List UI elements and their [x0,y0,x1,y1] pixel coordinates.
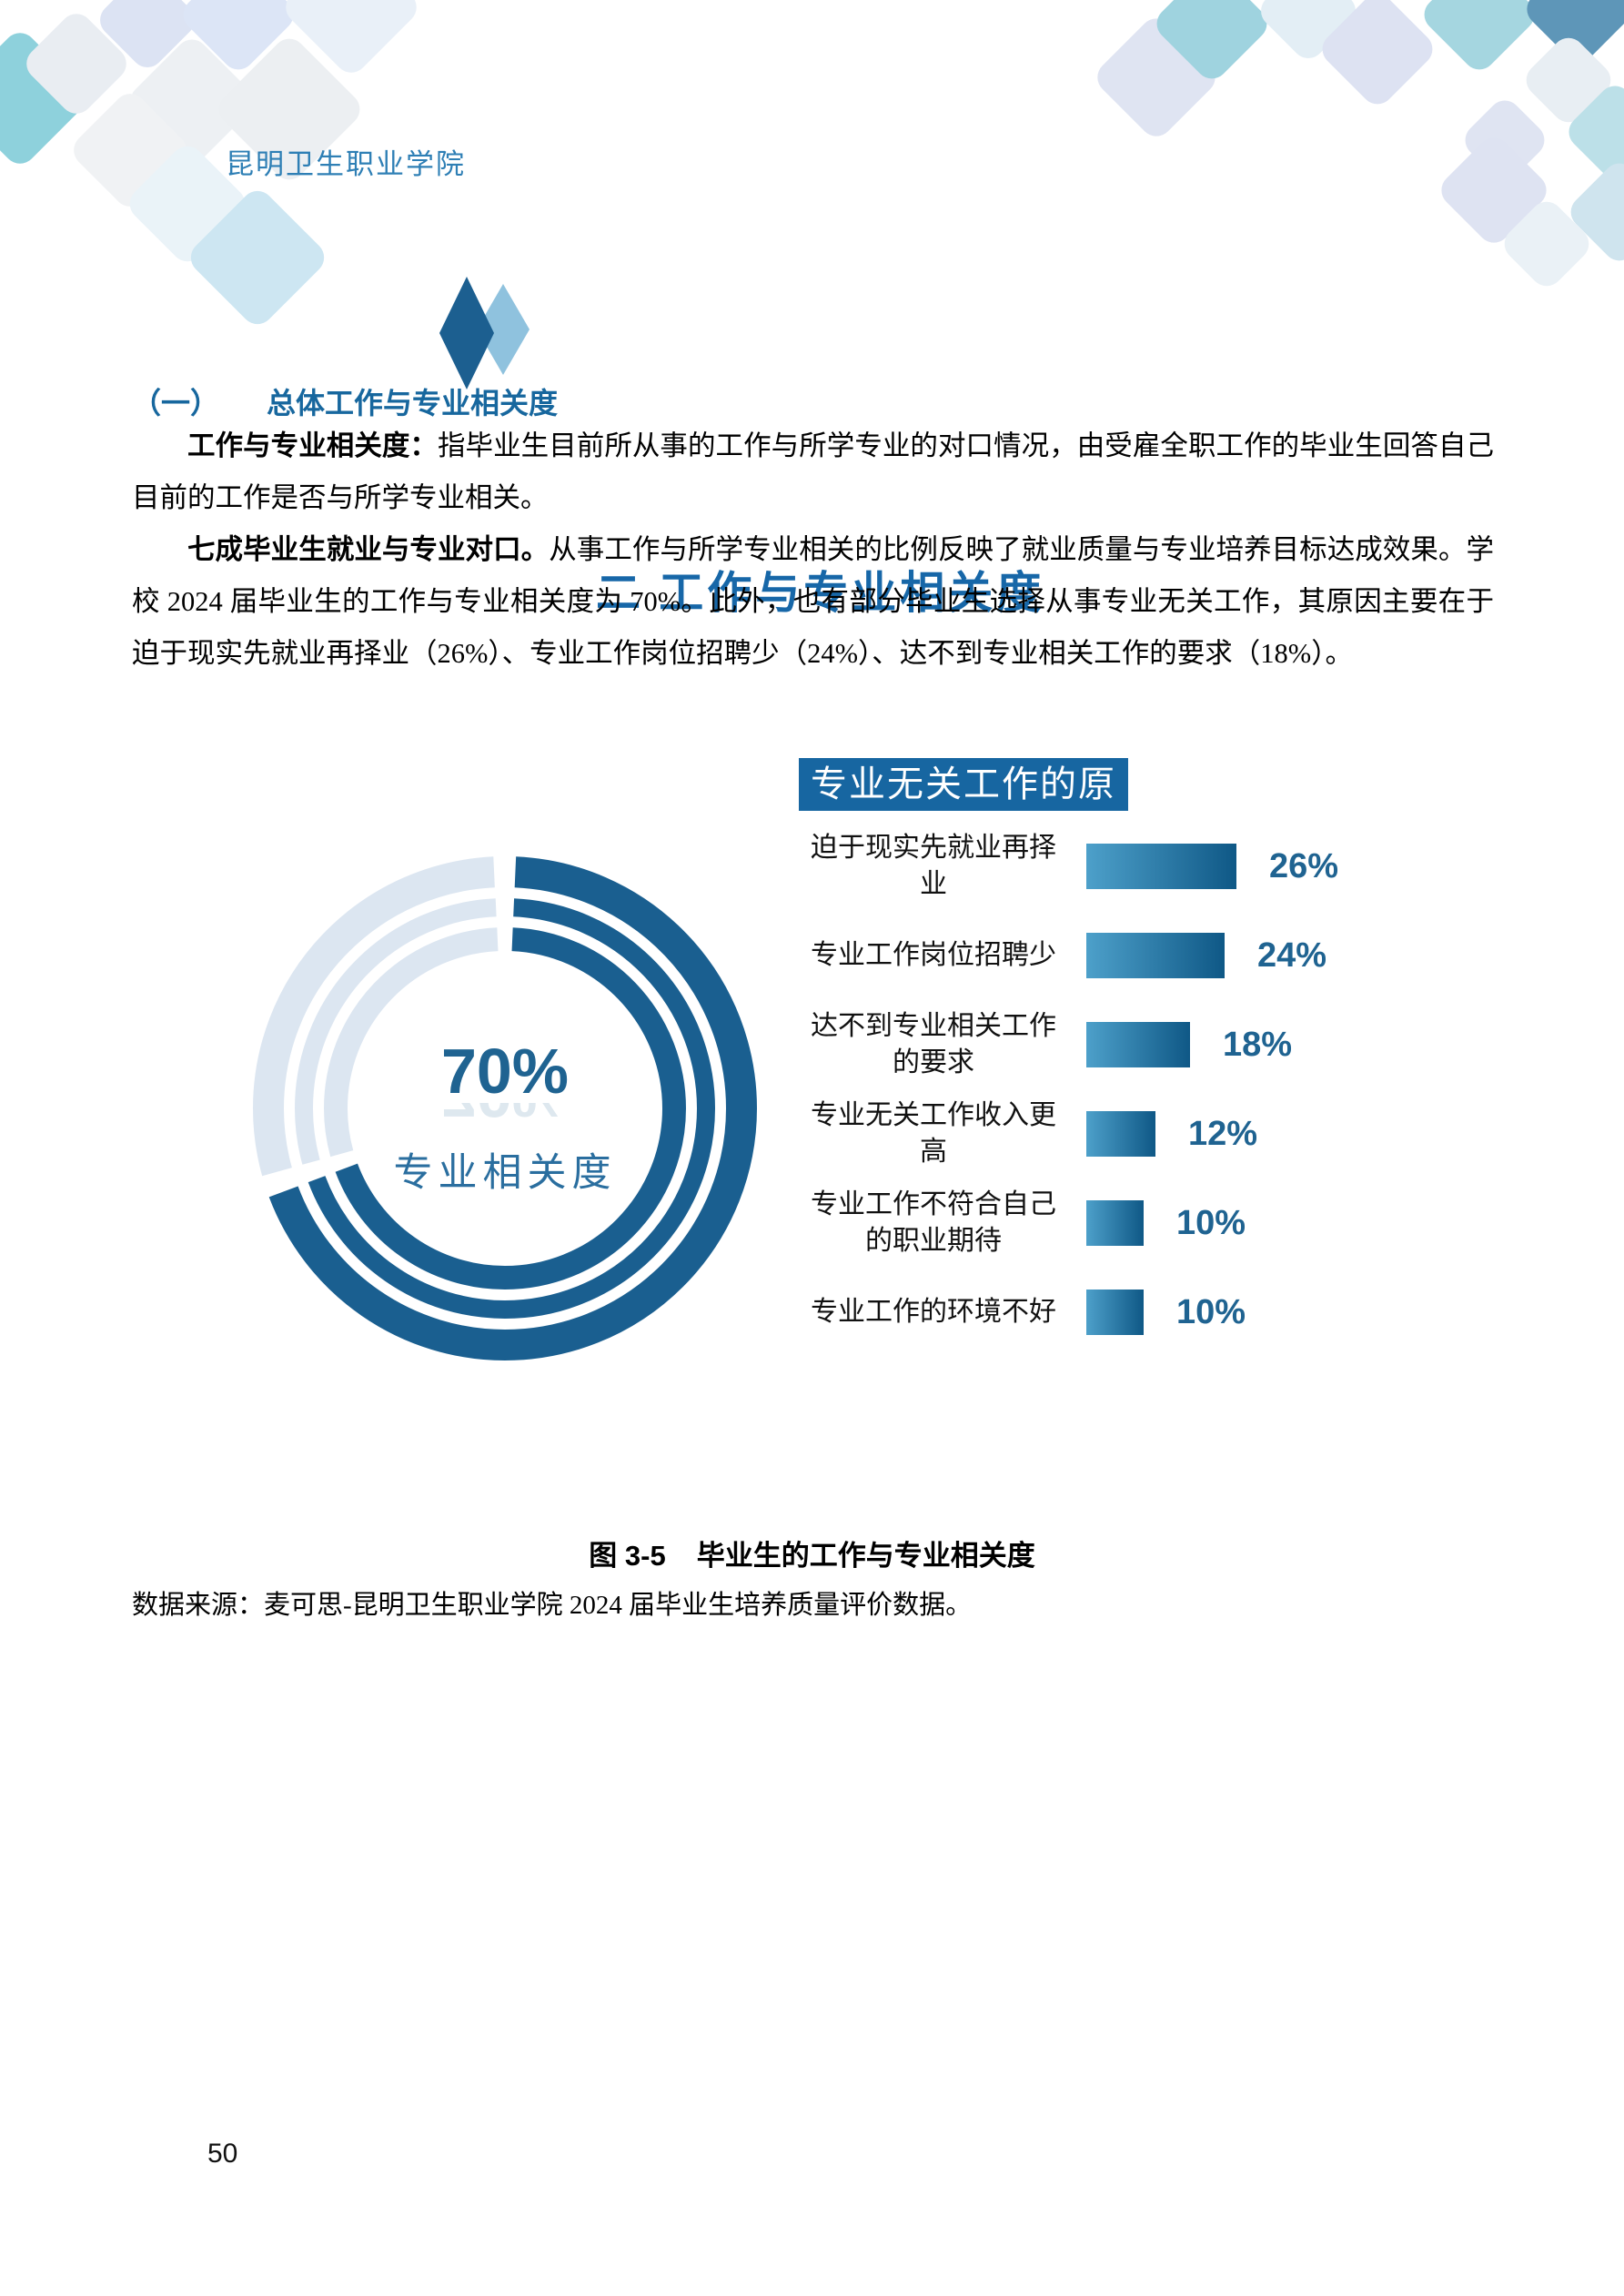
page-header-school-name: 昆明卫生职业学院 [226,148,466,180]
bar-track [1086,1290,1144,1335]
bar-category-label: 专业工作的环境不好 [811,1297,1056,1327]
page-number: 50 [207,2139,238,2169]
section-number: （一） [132,387,220,420]
data-source-note: 数据来源：麦可思-昆明卫生职业学院 2024 届毕业生培养质量评价数据。 [132,1591,973,1620]
donut-chart: 70% 70% 专业相关度 [248,852,762,1365]
bar-category-label: 专业工作岗位招聘少 [811,940,1056,970]
chapter-title-block: 二 工作与专业相关度 [0,269,1624,618]
bar-row: 专业工作的环境不好 10% [810,1268,1392,1357]
figure-caption-text: 毕业生的工作与专业相关度 [696,1540,1035,1572]
figure-caption-label: 图 3-5 [589,1540,666,1572]
bar-value-label: 26% [1269,846,1339,885]
donut-ring-arc [324,927,686,1290]
bar [1086,1200,1144,1246]
chapter-title: 二 工作与专业相关度 [596,568,1045,618]
bar-value-label: 10% [1176,1203,1246,1242]
donut-center-label: 专业相关度 [393,1152,617,1195]
donut-rings [253,856,757,1360]
body-text: 工作与专业相关度：指毕业生目前所从事的工作与所学专业的对口情况，由受雇全职工作的… [132,420,1494,680]
bar-category-label: 迫于现实先就业再择业 [811,833,1056,899]
paragraph-lead: 工作与专业相关度： [187,430,438,461]
bar [1086,1290,1144,1335]
paragraph-body: 指毕业生目前所从事的工作与所学专业的对口情况，由受雇全职工作的毕业生回答自己目前… [132,430,1495,513]
bar-value-label: 24% [1257,936,1327,975]
donut-center-value: 70% [440,1036,570,1107]
donut-ring-arc [253,856,757,1360]
title-diamond-dark-icon [439,277,494,389]
donut-value-reflection: 70% [441,1103,569,1127]
paragraph: 工作与专业相关度：指毕业生目前所从事的工作与所学专业的对口情况，由受雇全职工作的… [132,420,1494,524]
bar-track [1086,1200,1144,1246]
bar-row: 专业工作岗位招聘少 24% [810,911,1392,1000]
donut-ring-arc [324,927,686,1290]
paragraph-body: 从事工作与所学专业相关的比例反映了就业质量与专业培养目标达成效果。学校 2024… [132,534,1495,669]
figure-caption: 图 3-5 毕业生的工作与专业相关度 [0,1532,1624,1573]
bar-value-label: 10% [1176,1292,1246,1331]
bar-row: 专业工作不符合自己的职业期待 10% [810,1178,1392,1268]
bar [1086,844,1236,889]
bar [1086,1111,1155,1157]
chart-title: 专业无关工作的原因 [799,758,1128,857]
bar-track [1086,933,1225,978]
decorative-diamond [1417,0,1541,76]
paragraph-lead: 七成毕业生就业与专业对口。 [187,534,550,565]
bar [1086,1022,1190,1067]
bar-track [1086,1111,1155,1157]
donut-center: 70% 70% 专业相关度 [248,852,762,1365]
bar [1086,933,1225,978]
bar-category-label: 达不到专业相关工作的要求 [811,1011,1056,1077]
bar-row: 专业无关工作收入更高 12% [810,1089,1392,1178]
donut-ring-arc [295,898,715,1319]
bar-row: 达不到专业相关工作的要求 18% [810,1000,1392,1089]
bar-track [1086,844,1236,889]
section-heading: （一） 总体工作与专业相关度 [132,380,558,422]
bar-track [1086,1022,1190,1067]
title-diamond-light-icon [477,284,530,375]
bar-category-label: 专业无关工作收入更高 [811,1100,1056,1167]
donut-ring-arc [253,856,757,1360]
bar-value-label: 18% [1223,1025,1293,1064]
bar-category-label: 专业工作不符合自己的职业期待 [811,1189,1056,1256]
paragraph: 七成毕业生就业与专业对口。从事工作与所学专业相关的比例反映了就业质量与专业培养目… [132,524,1494,680]
bar-row: 迫于现实先就业再择业 26% [810,822,1392,911]
section-title: 总体工作与专业相关度 [267,387,559,420]
donut-ring-arc [295,898,715,1319]
bar-value-label: 12% [1188,1114,1258,1153]
bar-chart: 迫于现实先就业再择业 26% 专业工作岗位招聘少 24% 达不到专业相关工作的要求 18%… [810,822,1392,1357]
